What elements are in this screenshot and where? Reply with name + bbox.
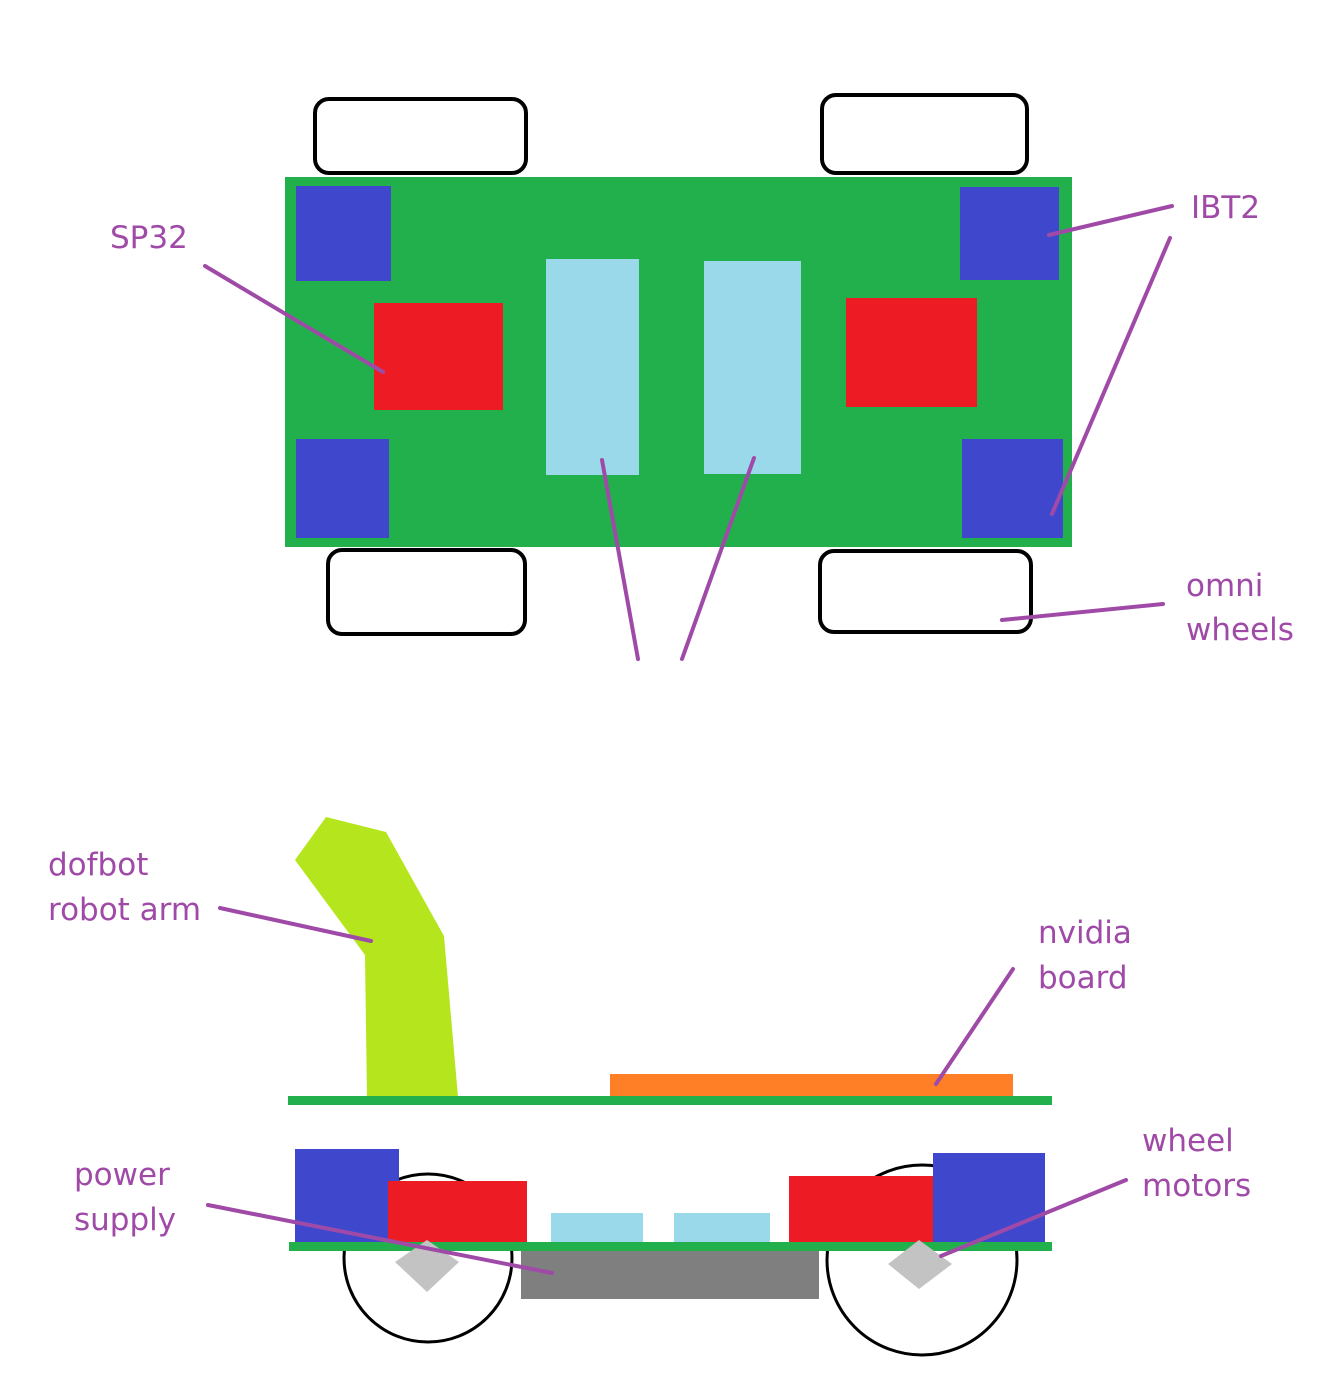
motor-driver-top-right	[960, 187, 1059, 280]
label-ibt2: IBT2	[1191, 190, 1260, 226]
label-nvidia-line2: board	[1038, 960, 1128, 996]
labels: SP32 IBT2 omni wheels dofbot robot arm n…	[48, 190, 1294, 1238]
label-dofbot-line2: robot arm	[48, 892, 201, 928]
motor-driver-bottom-left	[296, 439, 389, 538]
label-nvidia-line1: nvidia	[1038, 915, 1132, 951]
label-omni-wheels-line1: omni	[1186, 568, 1263, 604]
sp32-leader	[203, 264, 385, 374]
power-supply-leader	[206, 1203, 554, 1275]
label-power-line2: supply	[74, 1202, 176, 1238]
robot-arm	[295, 817, 458, 1097]
battery-leader-right	[680, 456, 756, 661]
omni-wheel-front-left	[313, 97, 528, 175]
label-motors-line2: motors	[1142, 1168, 1251, 1204]
upper-deck	[288, 1096, 1052, 1105]
controller-side-left	[388, 1181, 527, 1245]
motor-driver-side-right	[933, 1153, 1045, 1247]
leader-lines	[203, 204, 1174, 1275]
label-sp32: SP32	[110, 220, 188, 256]
side-view	[288, 817, 1052, 1357]
battery-right	[704, 261, 801, 474]
motor-hub-right	[888, 1240, 952, 1289]
label-motors-line1: wheel	[1142, 1123, 1234, 1159]
battery-side-right	[674, 1213, 770, 1244]
motor-driver-top-left	[296, 186, 391, 281]
controller-left	[374, 303, 503, 410]
omni-wheel-rear-right	[818, 549, 1033, 634]
side-wheel-left	[342, 1172, 514, 1344]
battery-side-left	[551, 1213, 643, 1244]
battery-leader-left	[600, 458, 640, 661]
controller-side-right	[789, 1176, 933, 1245]
omni-wheel-front-right	[820, 93, 1029, 175]
dofbot-leader	[218, 906, 373, 943]
motor-driver-bottom-right	[962, 439, 1063, 538]
label-omni-wheels-line2: wheels	[1186, 612, 1294, 648]
power-supply	[521, 1251, 819, 1299]
omni-wheel-rear-left	[326, 548, 527, 636]
battery-left	[546, 259, 639, 475]
top-view	[285, 93, 1072, 636]
controller-right	[846, 298, 977, 407]
ibt2-leader-1	[1047, 204, 1174, 237]
side-wheel-right	[825, 1163, 1019, 1357]
omni-wheels-leader	[1000, 602, 1165, 622]
label-dofbot-line1: dofbot	[48, 847, 148, 883]
label-power-line1: power	[74, 1157, 170, 1193]
nvidia-leader	[934, 967, 1015, 1086]
nvidia-board	[610, 1074, 1013, 1096]
wheel-motors-leader	[939, 1178, 1128, 1258]
ibt2-leader-2	[1050, 236, 1172, 516]
lower-deck	[289, 1242, 1052, 1251]
